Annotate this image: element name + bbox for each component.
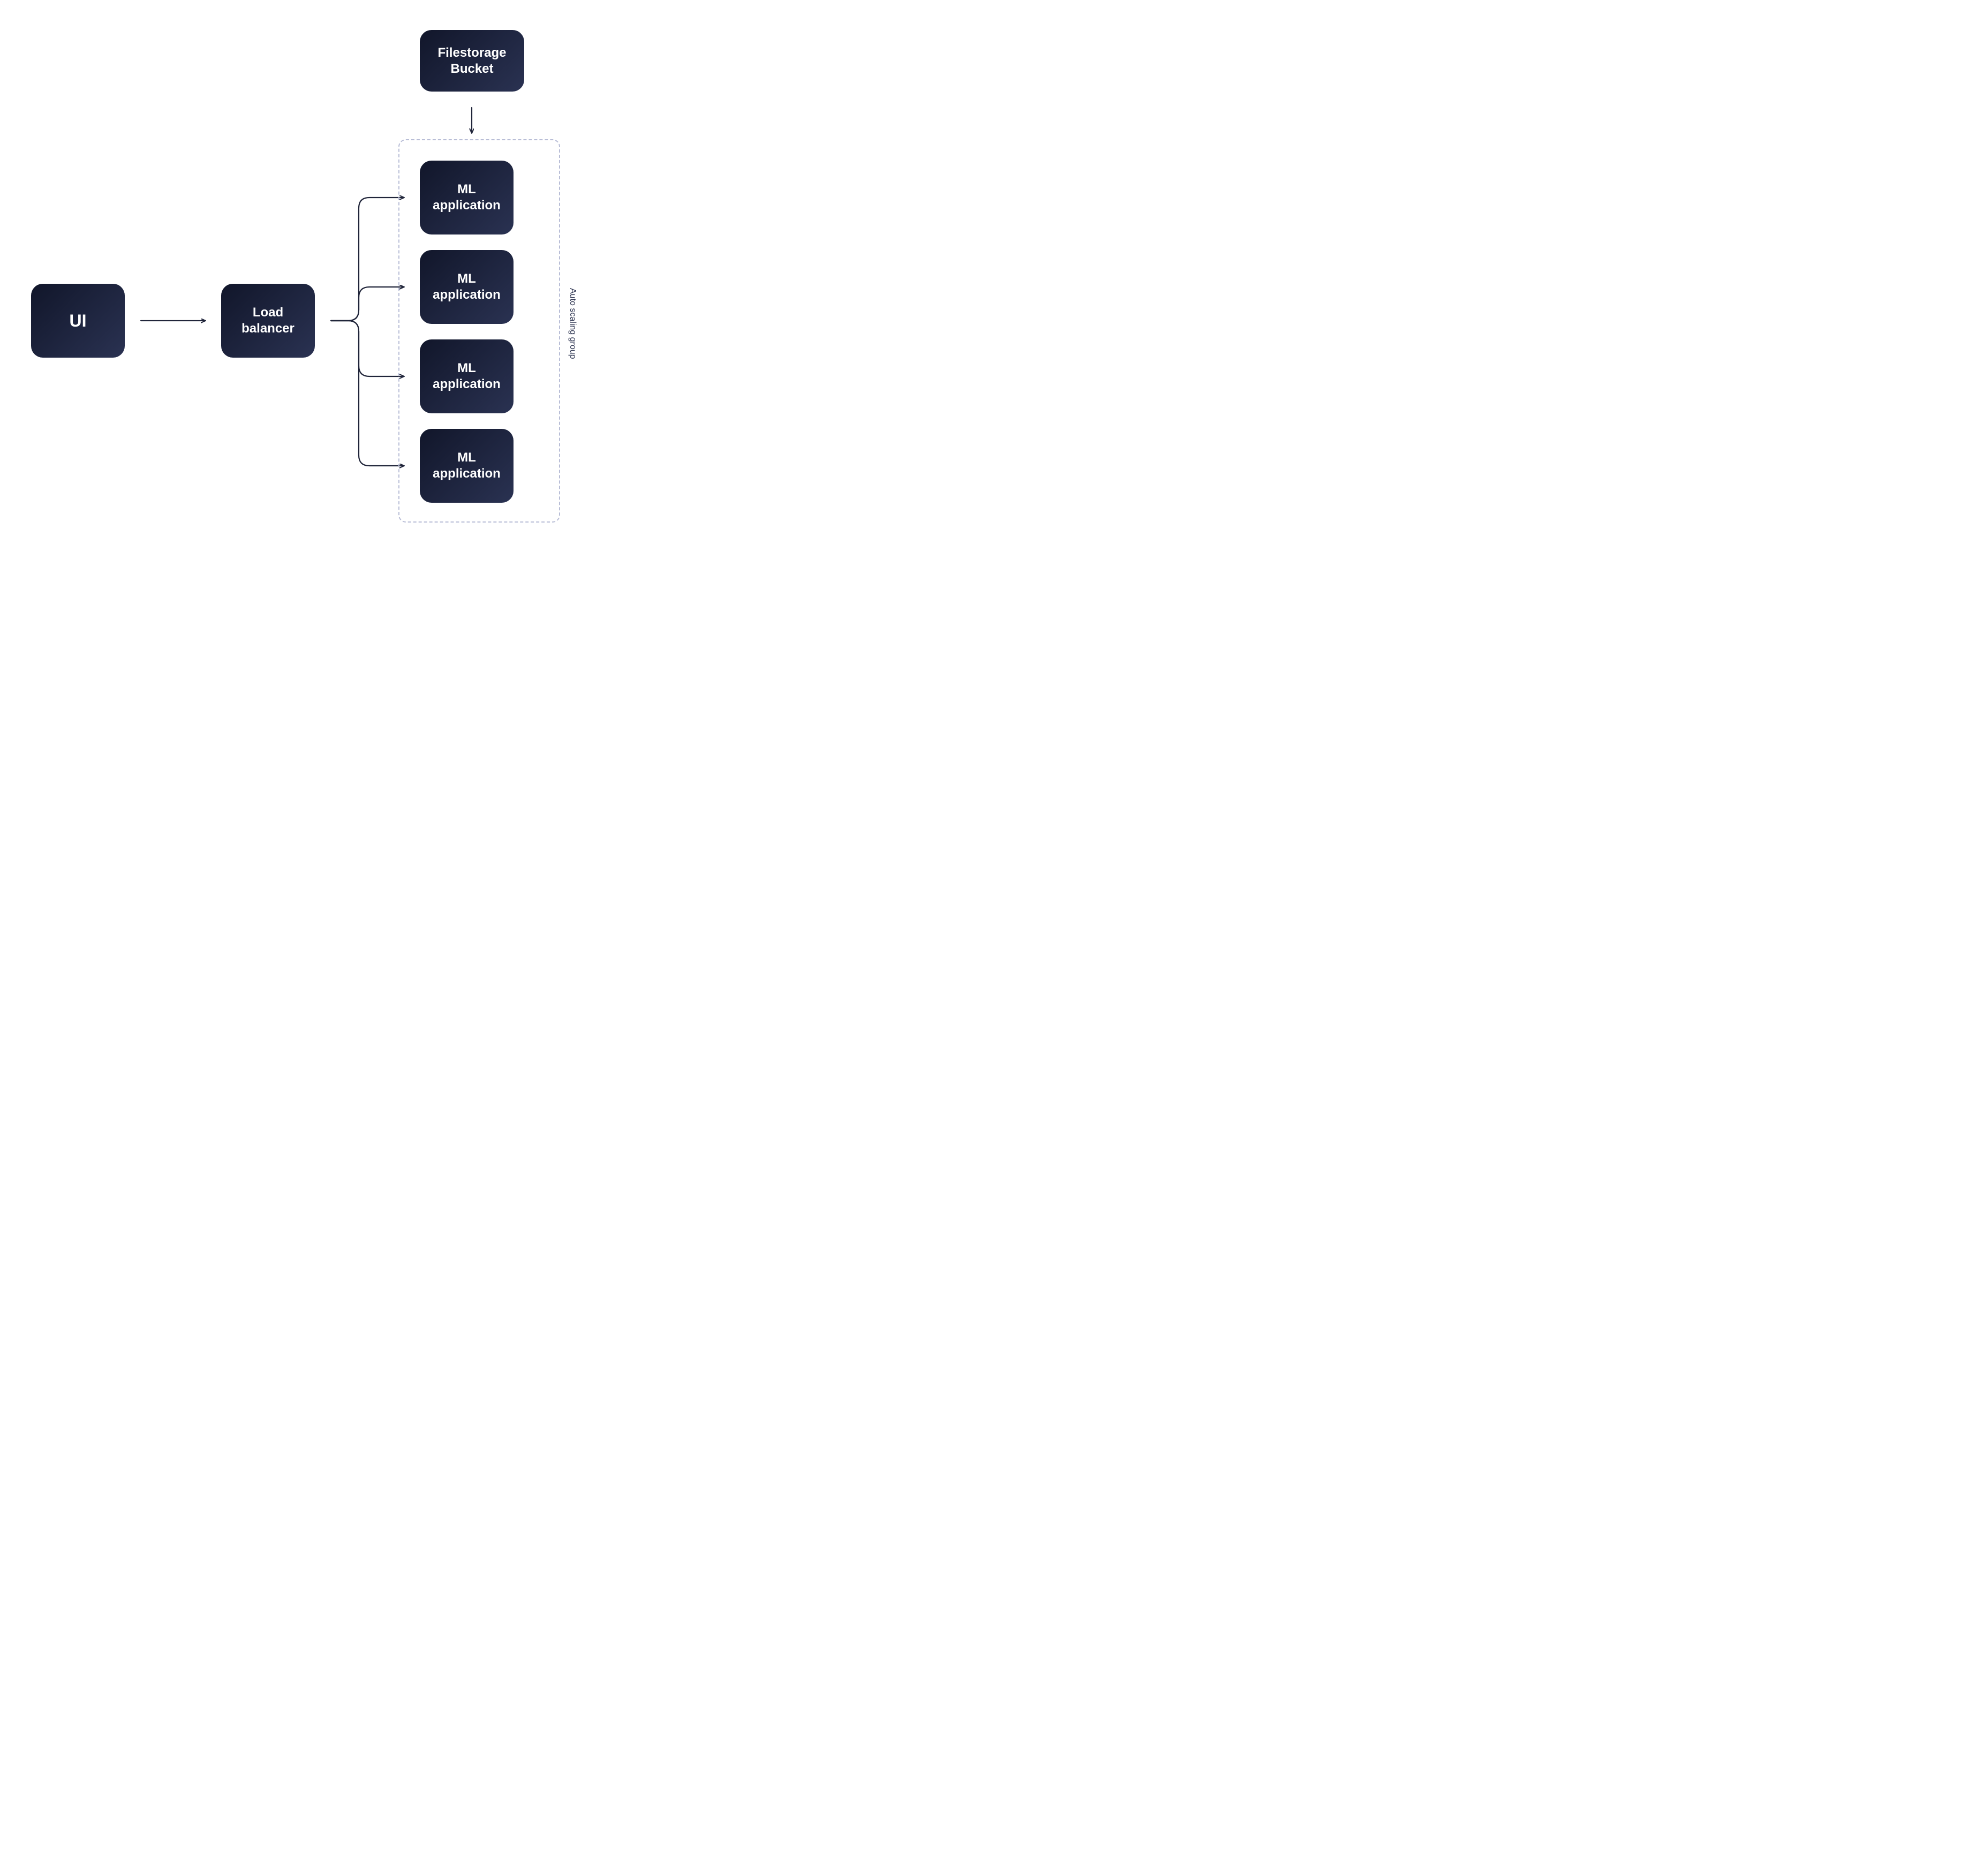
ml-application-node-4: ML application: [420, 429, 514, 503]
ui-node: UI: [31, 284, 125, 358]
ml-application-node-3: ML application: [420, 339, 514, 413]
load-balancer-node: Load balancer: [221, 284, 315, 358]
ml-application-node-2: ML application: [420, 250, 514, 324]
ml-application-node-2-label: ML application: [426, 271, 507, 303]
ui-node-label: UI: [70, 310, 87, 331]
load-balancer-node-label: Load balancer: [228, 305, 308, 337]
edge-lb-to-ml4: [331, 321, 404, 466]
edge-lb-to-ml2: [331, 287, 404, 321]
filestorage-bucket-node: Filestorage Bucket: [420, 30, 524, 92]
ml-application-node-4-label: ML application: [426, 450, 507, 482]
ml-application-node-1-label: ML application: [426, 181, 507, 214]
ml-application-node-1: ML application: [420, 161, 514, 234]
auto-scaling-group-label: Auto scaling group: [568, 288, 577, 359]
filestorage-bucket-node-label: Filestorage Bucket: [426, 45, 518, 77]
ml-application-node-3-label: ML application: [426, 360, 507, 392]
edge-lb-to-ml3: [331, 321, 404, 376]
edge-lb-to-ml1: [331, 198, 404, 321]
